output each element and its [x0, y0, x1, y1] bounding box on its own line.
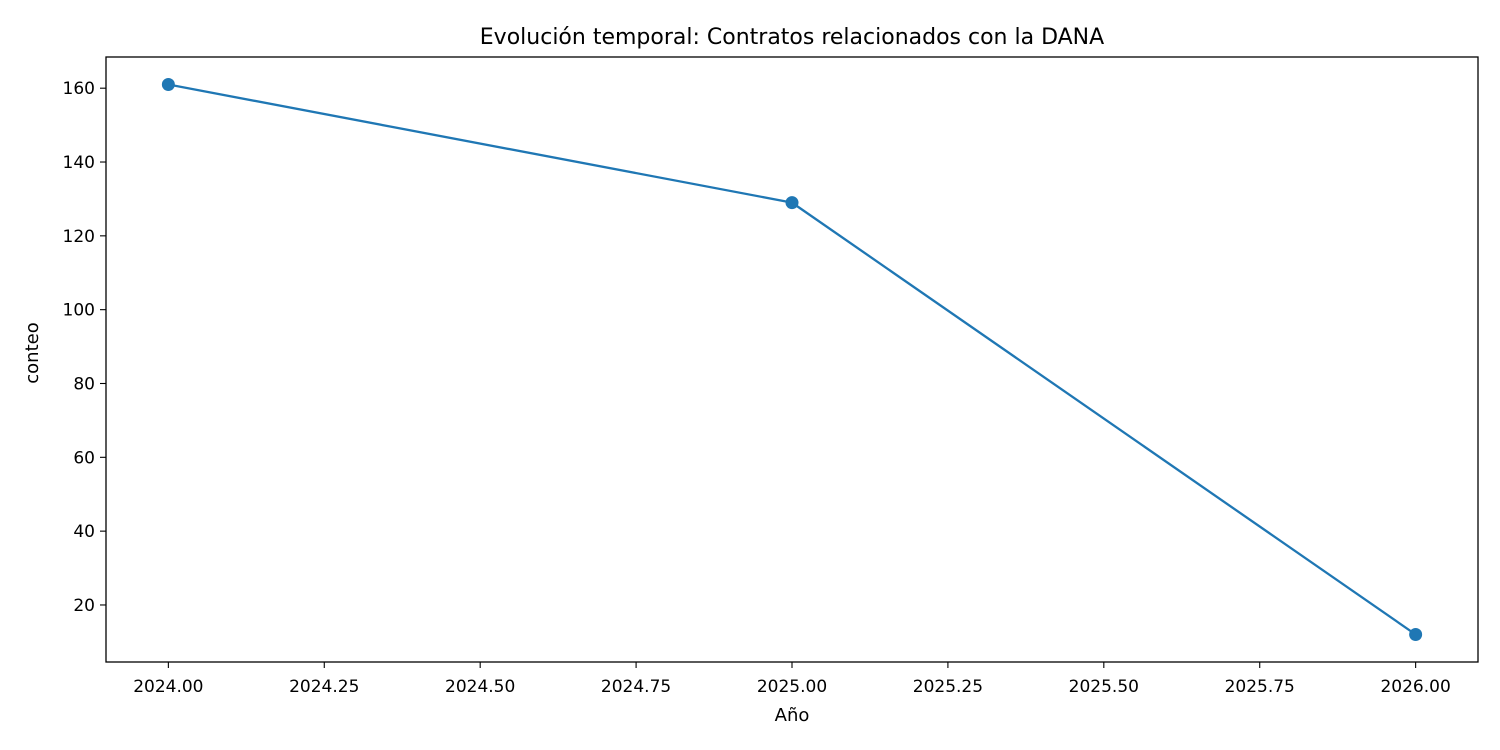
x-tick-label: 2025.00: [757, 677, 827, 697]
data-point: [785, 196, 799, 210]
x-tick-label: 2025.25: [913, 677, 983, 697]
data-point: [1409, 628, 1423, 641]
plot-area: 2024.00 2024.25 2024.50 2024.75 2025.00 2025.…: [63, 56, 1479, 697]
y-tick-label: 100: [63, 301, 95, 321]
x-tick-label: 2026.00: [1380, 677, 1450, 697]
series-layer: [161, 78, 1423, 641]
plot-frame: [105, 56, 1479, 663]
y-axis-label: conteo: [22, 322, 43, 383]
y-tick-label: 80: [73, 374, 95, 394]
y-tick-label: 140: [63, 153, 95, 173]
y-axis-ticks: 20 40 60 80 100 120 140 160: [63, 79, 106, 616]
x-tick-label: 2024.25: [289, 677, 359, 697]
chart-title: Evolución temporal: Contratos relacionad…: [480, 25, 1104, 50]
data-point: [161, 78, 175, 91]
x-tick-label: 2025.50: [1069, 677, 1139, 697]
x-tick-label: 2024.75: [601, 677, 671, 697]
series-line: [167, 83, 1418, 637]
y-tick-label: 120: [63, 227, 95, 247]
x-tick-label: 2025.75: [1225, 677, 1295, 697]
y-tick-label: 40: [73, 522, 95, 542]
x-axis-label: Año: [775, 705, 810, 726]
x-axis-ticks: 2024.00 2024.25 2024.50 2024.75 2025.00 2025.…: [133, 662, 1451, 697]
y-tick-label: 160: [63, 79, 95, 99]
y-tick-label: 20: [73, 596, 95, 616]
x-tick-label: 2024.50: [445, 677, 515, 697]
y-tick-label: 60: [73, 448, 95, 468]
x-tick-label: 2024.00: [133, 677, 203, 697]
